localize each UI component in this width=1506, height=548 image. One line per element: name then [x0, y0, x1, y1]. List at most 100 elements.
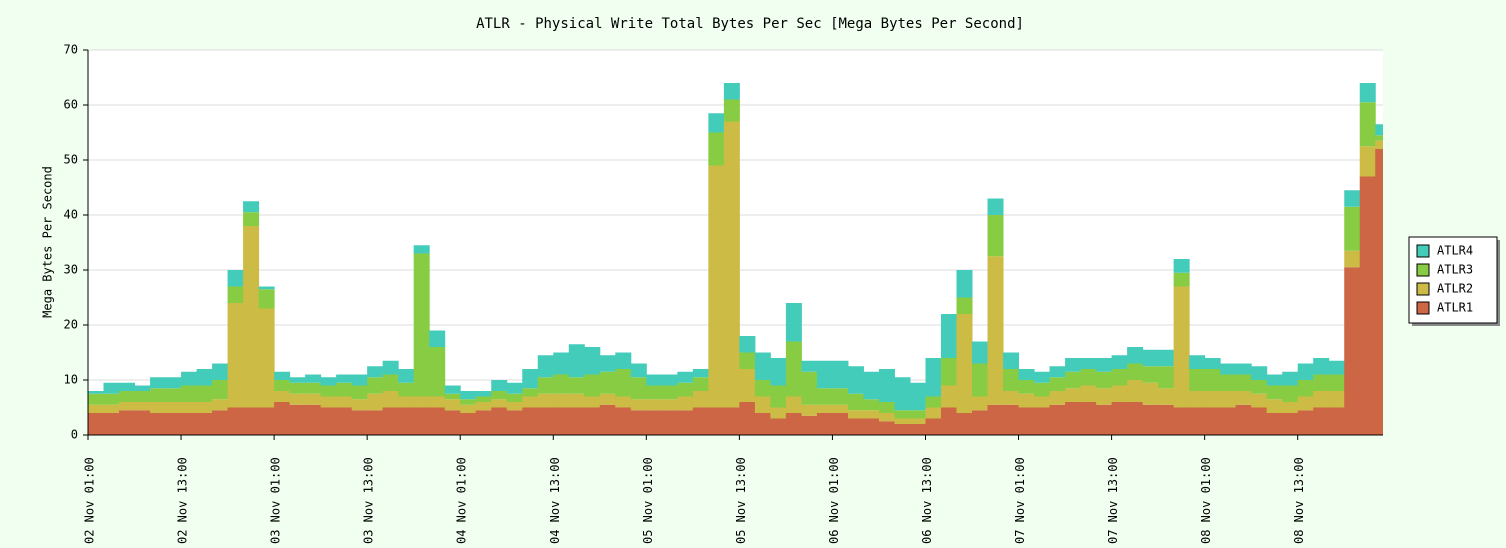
bar-segment	[847, 366, 864, 394]
bar-segment	[88, 391, 105, 394]
bar-segment	[1034, 407, 1051, 435]
bar-segment	[258, 289, 275, 309]
bar-segment	[1142, 366, 1159, 383]
bar-segment	[1096, 371, 1113, 389]
bar-segment	[739, 336, 756, 353]
bar-segment	[754, 352, 771, 380]
bar-segment	[972, 396, 989, 411]
bar-segment	[832, 388, 849, 405]
bar-segment	[1297, 380, 1314, 397]
bar-segment	[1003, 352, 1020, 369]
bar-segment	[522, 369, 539, 389]
bar-segment	[398, 407, 415, 435]
bar-segment	[1018, 393, 1035, 408]
y-tick-label: 30	[64, 263, 78, 277]
bar-segment	[444, 393, 461, 400]
bar-segment	[584, 374, 601, 397]
bar-segment	[739, 369, 756, 402]
bar-segment	[537, 407, 554, 435]
y-axis-label: Mega Bytes Per Second	[41, 166, 55, 318]
bar-segment	[568, 393, 585, 408]
bar-segment	[615, 407, 632, 435]
bar-segment	[413, 407, 430, 435]
bar-segment	[1220, 374, 1237, 391]
bar-segment	[103, 382, 120, 394]
bar-segment	[1111, 402, 1128, 435]
y-tick-label: 20	[64, 318, 78, 332]
bar-segment	[537, 377, 554, 394]
bar-segment	[1189, 355, 1206, 369]
bar-segment	[1266, 385, 1283, 400]
bar-segment	[398, 396, 415, 408]
bar-segment	[243, 201, 260, 213]
bar-segment	[1065, 358, 1082, 372]
bar-segment	[816, 404, 833, 413]
bar-segment	[553, 393, 570, 408]
x-tick-label: 02 Nov 01:00	[83, 457, 97, 544]
bar-segment	[739, 402, 756, 435]
legend-swatch	[1416, 263, 1430, 277]
bar-segment	[212, 399, 229, 411]
bar-segment	[196, 402, 213, 413]
bar-segment	[708, 407, 725, 435]
bar-segment	[863, 399, 880, 411]
bar-segment	[770, 385, 787, 408]
bar-segment	[1297, 396, 1314, 411]
bar-segment	[475, 391, 492, 397]
bar-segment	[1080, 358, 1097, 369]
bar-segment	[398, 369, 415, 383]
bar-segment	[599, 393, 616, 405]
bar-segment	[1065, 371, 1082, 389]
bar-segment	[1096, 388, 1113, 405]
bar-segment	[150, 402, 167, 413]
bar-segment	[289, 382, 306, 394]
bar-segment	[940, 358, 958, 386]
x-tick-label: 05 Nov 13:00	[734, 457, 748, 544]
bar-segment	[1359, 83, 1376, 103]
bar-segment	[444, 385, 461, 394]
bar-segment	[351, 385, 368, 400]
bar-segment	[568, 344, 585, 378]
bar-segment	[274, 402, 291, 435]
legend-label: ATLR4	[1437, 244, 1473, 258]
bar-segment	[351, 374, 368, 386]
bar-segment	[1204, 369, 1221, 391]
bar-segment	[1018, 369, 1035, 380]
bar-segment	[770, 407, 787, 419]
bar-segment	[103, 404, 120, 413]
bar-segment	[987, 256, 1004, 405]
bar-segment	[599, 371, 616, 394]
chart-title: ATLR - Physical Write Total Bytes Per Se…	[476, 16, 1024, 32]
bar-segment	[801, 360, 818, 372]
bar-segment	[630, 410, 647, 435]
bar-segment	[134, 385, 151, 391]
bar-segment	[1018, 407, 1035, 435]
bar-segment	[336, 407, 353, 435]
bar-segment	[134, 402, 151, 411]
bar-segment	[305, 374, 322, 383]
bar-segment	[305, 382, 322, 394]
bar-segment	[1173, 272, 1190, 287]
bar-segment	[925, 396, 942, 408]
bar-segment	[599, 355, 616, 372]
legend-label: ATLR1	[1437, 301, 1473, 315]
bar-segment	[537, 355, 554, 378]
bar-segment	[382, 360, 399, 375]
bar-segment	[320, 407, 337, 435]
bar-segment	[196, 385, 213, 402]
bar-segment	[305, 404, 322, 435]
bar-segment	[863, 410, 880, 419]
bar-segment	[150, 413, 167, 435]
y-tick-label: 10	[64, 373, 78, 387]
bar-segment	[506, 393, 523, 402]
bar-segment	[258, 407, 275, 435]
bar-segment	[1049, 366, 1066, 378]
bar-segment	[677, 410, 694, 435]
bar-segment	[522, 388, 539, 397]
bar-segment	[537, 393, 554, 408]
bar-segment	[258, 308, 275, 408]
bar-segment	[491, 391, 508, 400]
bar-segment	[847, 410, 864, 419]
bar-segment	[1204, 391, 1221, 408]
